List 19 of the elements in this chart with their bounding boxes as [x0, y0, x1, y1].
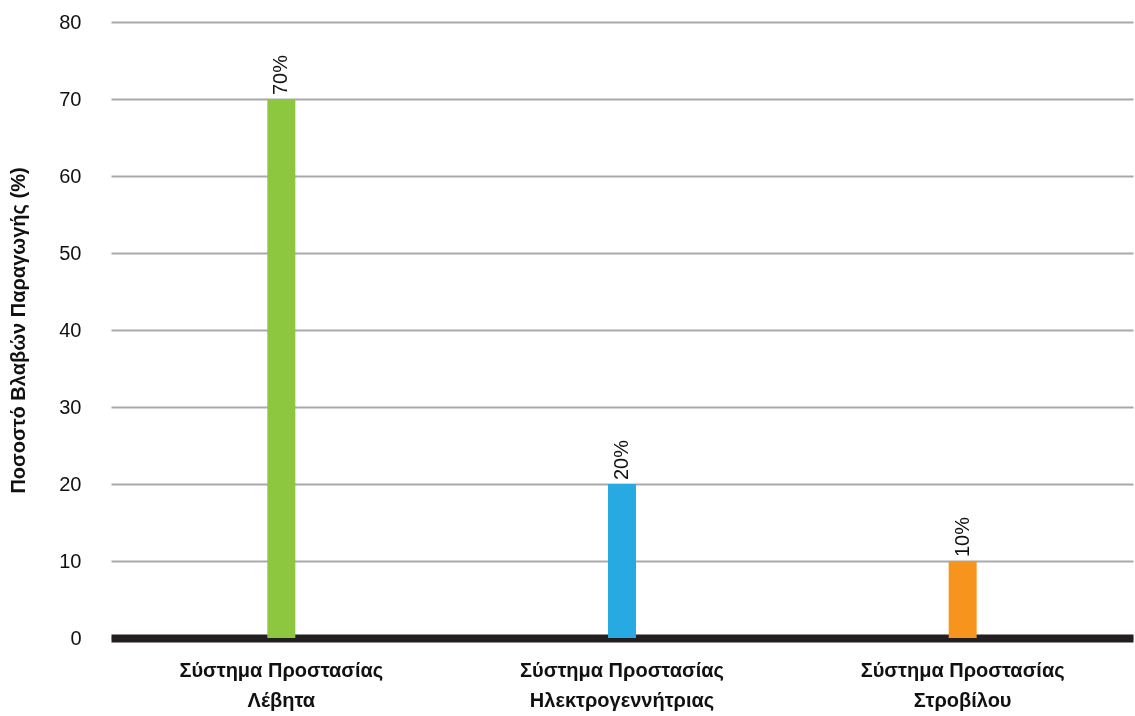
y-tick-label: 0 [70, 626, 82, 649]
y-tick-label: 60 [59, 164, 82, 187]
data-label: 10% [950, 516, 973, 557]
y-tick-label: 20 [59, 472, 82, 495]
y-tick-label: 80 [59, 10, 82, 33]
y-tick-label: 50 [59, 241, 82, 264]
y-tick-label: 40 [59, 318, 82, 341]
bar [608, 484, 636, 638]
y-axis-title: Ποσοστό Βλαβών Παραγωγής (%) [7, 167, 30, 494]
data-label: 20% [610, 439, 632, 480]
x-tick-label: Σύστημα Προστασίας Στροβίλου [860, 658, 1065, 711]
y-tick-label: 30 [59, 395, 82, 418]
bar [267, 99, 296, 638]
y-tick-label: 10 [59, 549, 82, 572]
data-label: 70% [269, 54, 292, 95]
bar [948, 561, 977, 638]
x-tick-label: Σύστημα Προστασίας Λέβητα [179, 658, 384, 711]
y-tick-label: 70 [59, 87, 82, 110]
x-tick-label: Σύστημα Προστασίας Ηλεκτρογεννήτριας [520, 658, 724, 711]
